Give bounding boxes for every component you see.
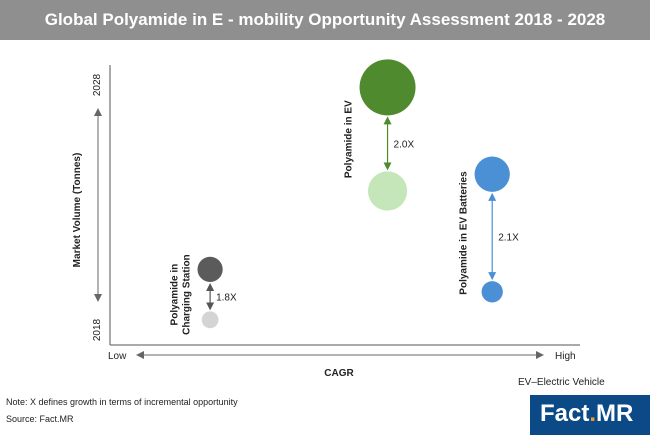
x-end-label-high: High	[555, 351, 576, 362]
chart-area: 2028 2018 Market Volume (Tonnes) Low High CAG…	[72, 59, 580, 379]
group-label: Polyamide in EV Batteries	[459, 171, 470, 295]
y-end-label-high: 2028	[92, 73, 103, 96]
bubble-2028	[359, 59, 416, 116]
footnote: Note: X defines growth in terms of incre…	[6, 397, 238, 407]
ev-abbreviation-note: EV–Electric Vehicle	[518, 377, 605, 388]
bubble-2018	[367, 171, 408, 211]
y-axis-label: Market Volume (Tonnes)	[72, 153, 83, 268]
growth-multiplier-label: 2.1X	[498, 233, 519, 244]
x-end-label-low: Low	[108, 351, 127, 362]
group-label: Charging Station	[182, 254, 193, 335]
source-note: Source: Fact.MR	[6, 414, 74, 424]
group-label: Polyamide in EV	[344, 100, 355, 178]
group-label: Polyamide in	[170, 264, 181, 326]
bubble-2018	[201, 311, 219, 329]
chart-title: Global Polyamide in E - mobility Opportu…	[0, 0, 650, 40]
bubble-2028	[197, 256, 223, 282]
bubble-2028	[474, 156, 510, 192]
y-end-label-low: 2018	[92, 318, 103, 341]
growth-multiplier-label: 2.0X	[394, 139, 415, 150]
growth-multiplier-label: 1.8X	[216, 293, 237, 304]
x-axis-label: CAGR	[324, 368, 354, 379]
bubble-2018	[481, 281, 503, 303]
fact-mr-logo: Fact.MR	[530, 395, 650, 435]
